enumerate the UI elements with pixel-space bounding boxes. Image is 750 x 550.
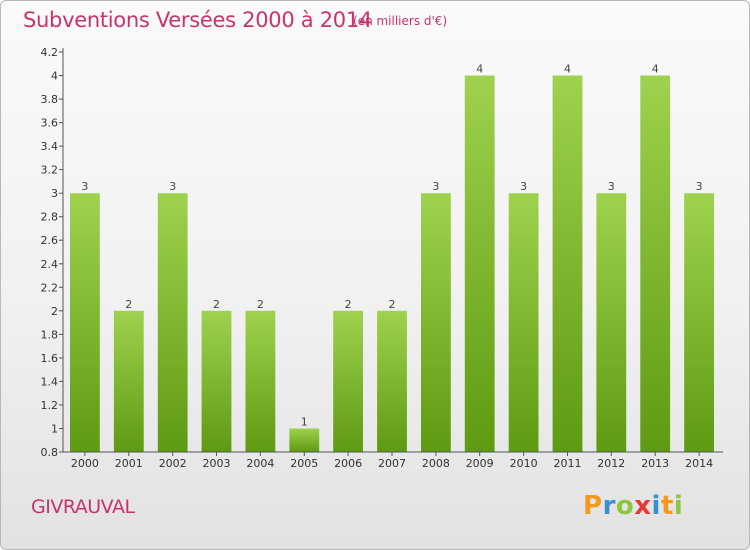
value-label-2013: 4 xyxy=(652,63,659,76)
x-tick-label-2012: 2012 xyxy=(597,457,625,470)
y-tick-label-4.2: 4.2 xyxy=(41,46,59,59)
x-tick-label-2008: 2008 xyxy=(422,457,450,470)
y-tick-label-4: 4 xyxy=(51,70,58,83)
y-tick-label-2.8: 2.8 xyxy=(41,211,59,224)
x-tick-label-2001: 2001 xyxy=(115,457,143,470)
bar-2002 xyxy=(157,193,188,452)
value-label-2008: 3 xyxy=(432,180,439,193)
value-label-2003: 2 xyxy=(213,298,220,311)
logo-letter: r xyxy=(602,491,616,521)
bar-2004 xyxy=(245,310,276,452)
bar-2000 xyxy=(70,193,100,452)
y-tick-label-2.6: 2.6 xyxy=(41,234,59,247)
y-tick-label-3: 3 xyxy=(51,187,58,200)
value-label-2007: 2 xyxy=(389,298,396,311)
y-tick-label-0.8: 0.8 xyxy=(41,446,59,459)
x-tick-label-2000: 2000 xyxy=(71,457,99,470)
commune-name: GIVRAUVAL xyxy=(31,496,135,518)
bar-2013 xyxy=(640,75,671,452)
x-tick-label-2014: 2014 xyxy=(685,457,713,470)
value-label-2014: 3 xyxy=(696,180,703,193)
y-tick-label-3.6: 3.6 xyxy=(41,117,59,130)
y-tick-label-3.8: 3.8 xyxy=(41,93,59,106)
y-tick-label-1: 1 xyxy=(51,423,58,436)
y-tick-label-1.6: 1.6 xyxy=(41,352,59,365)
value-label-2009: 4 xyxy=(476,63,483,76)
y-tick-label-2: 2 xyxy=(51,305,58,318)
bar-2009 xyxy=(464,75,495,452)
logo-letter: t xyxy=(660,491,674,521)
logo-letter: o xyxy=(615,491,635,521)
bar-2005 xyxy=(289,428,320,452)
value-label-2005: 1 xyxy=(301,416,308,429)
y-tick-label-2.4: 2.4 xyxy=(41,258,59,271)
value-label-2011: 4 xyxy=(564,63,571,76)
y-tick-label-2.2: 2.2 xyxy=(41,281,59,294)
y-tick-label-3.2: 3.2 xyxy=(41,164,59,177)
value-label-2012: 3 xyxy=(608,180,615,193)
logo-letter: P xyxy=(583,491,603,521)
bar-2012 xyxy=(596,193,627,452)
bar-2011 xyxy=(552,75,583,452)
x-tick-label-2004: 2004 xyxy=(246,457,274,470)
bar-2014 xyxy=(684,193,714,452)
value-label-2000: 3 xyxy=(81,180,88,193)
chart-title: Subventions Versées 2000 à 2014 xyxy=(23,8,372,32)
proxiti-logo: Proxiti xyxy=(583,491,683,521)
bar-2010 xyxy=(508,193,539,452)
x-tick-label-2006: 2006 xyxy=(334,457,362,470)
bar-2003 xyxy=(201,310,232,452)
bar-2007 xyxy=(377,310,407,452)
y-tick-label-1.8: 1.8 xyxy=(41,328,59,341)
logo-letter: x xyxy=(634,491,652,521)
x-tick-label-2002: 2002 xyxy=(159,457,187,470)
bar-2006 xyxy=(333,310,363,452)
value-label-2010: 3 xyxy=(520,180,527,193)
y-tick-label-3.4: 3.4 xyxy=(41,140,59,153)
x-tick-label-2005: 2005 xyxy=(290,457,318,470)
logo-letter: i xyxy=(651,491,661,521)
x-tick-label-2011: 2011 xyxy=(554,457,582,470)
value-label-2001: 2 xyxy=(125,298,132,311)
x-tick-label-2003: 2003 xyxy=(203,457,231,470)
value-label-2006: 2 xyxy=(345,298,352,311)
x-tick-label-2007: 2007 xyxy=(378,457,406,470)
bar-2008 xyxy=(421,193,451,452)
unit-label: (en milliers d'€) xyxy=(353,14,448,28)
x-tick-label-2013: 2013 xyxy=(641,457,669,470)
y-tick-label-1.2: 1.2 xyxy=(41,399,59,412)
logo-letter: i xyxy=(673,491,684,521)
y-tick-label-1.4: 1.4 xyxy=(41,375,59,388)
x-tick-label-2009: 2009 xyxy=(466,457,494,470)
bar-2001 xyxy=(113,310,144,452)
x-tick-label-2010: 2010 xyxy=(510,457,538,470)
value-label-2004: 2 xyxy=(257,298,264,311)
bars-layer: 3 2 3 2 2 1 2 2 3 4 3 4 3 4 3 xyxy=(70,63,714,452)
value-label-2002: 3 xyxy=(169,180,176,193)
axis-layer: 2000 2001 2002 2003 2004 2005 2006 2007 2008 2009… xyxy=(41,46,723,470)
